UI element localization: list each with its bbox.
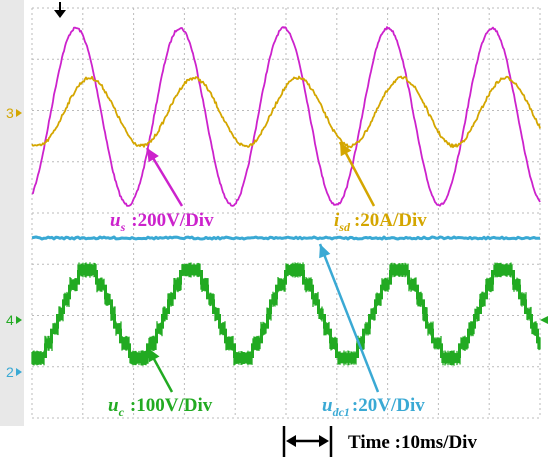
label-uc: uc:100V/Div (108, 395, 213, 419)
time-scale-arrowhead-right (319, 435, 329, 447)
channel-marker-arrow (16, 368, 22, 376)
arrow-us-head (147, 148, 159, 163)
ch4-right-marker (540, 316, 548, 324)
trace-u_s (31, 26, 541, 207)
arrow-isd-head (340, 142, 352, 157)
trigger-marker (54, 10, 66, 18)
trace-u_dc1 (31, 235, 540, 241)
channel-marker-arrow (16, 316, 22, 324)
left-strip (0, 0, 24, 426)
arrow-udc1-head (319, 244, 331, 259)
channel-marker-2: 2 (6, 364, 14, 380)
time-scale-arrowhead-left (286, 435, 296, 447)
trace-i_sd (31, 75, 541, 149)
label-us: us:200V/Div (110, 210, 214, 234)
trace-u_c (31, 262, 541, 366)
label-arrows (145, 141, 380, 393)
grid (31, 7, 541, 419)
arrow-uc-head (148, 348, 160, 363)
channel-markers: 3 4 2 (6, 2, 548, 380)
channel-marker-arrow (16, 109, 22, 117)
label-isd: isd:20A/Div (334, 210, 427, 234)
channel-marker-4: 4 (6, 312, 14, 328)
label-udc1: udc1:20V/Div (322, 395, 425, 419)
traces (31, 26, 541, 366)
arrow-udc1 (318, 243, 380, 393)
time-base-label: Time :10ms/Div (348, 432, 477, 453)
channel-marker-3: 3 (6, 105, 14, 121)
